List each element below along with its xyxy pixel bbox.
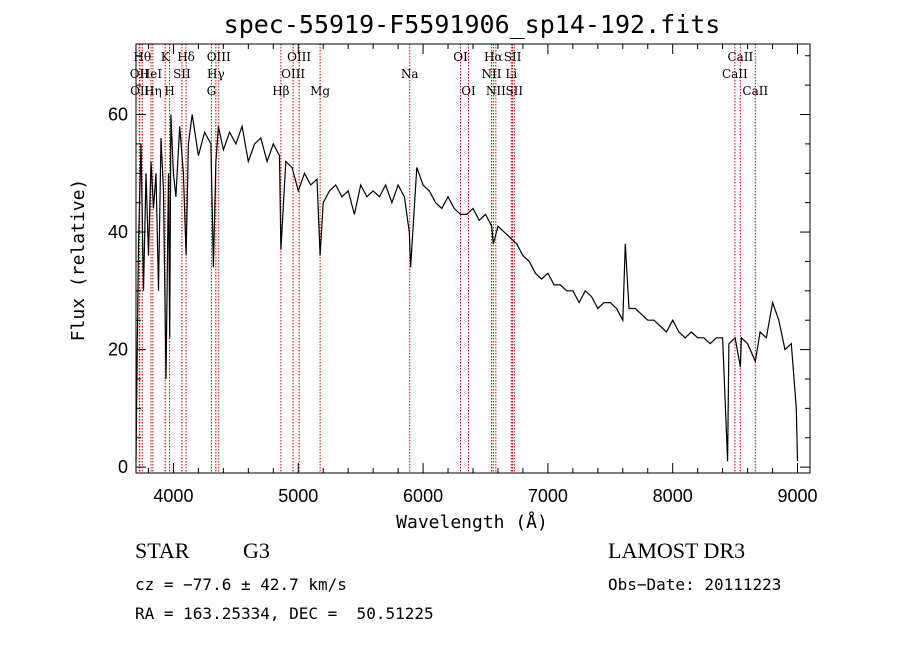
spectral-line-markers xyxy=(138,44,756,473)
y-tick-label-1: 20 xyxy=(108,340,128,360)
object-subclass: G3 xyxy=(243,538,270,563)
object-class: STAR xyxy=(135,538,190,563)
x-tick-label-1: 5000 xyxy=(278,486,318,506)
line-label-25: CaII xyxy=(727,50,753,64)
x-axis-label: Wavelength (Å) xyxy=(396,511,548,533)
line-label-0: OII xyxy=(130,67,150,81)
line-label-23: Li xyxy=(505,67,517,81)
survey-name: LAMOST DR3 xyxy=(608,538,746,563)
line-label-11: G xyxy=(207,84,217,98)
line-label-19: Hα xyxy=(484,50,503,64)
line-label-24: SII xyxy=(505,84,523,98)
line-label-18: OI xyxy=(461,84,476,98)
spectrum-line xyxy=(135,114,799,462)
coordinates: RA = 163.25334, DEC = 50.51225 xyxy=(135,604,434,623)
line-label-15: Mg xyxy=(310,84,330,98)
line-label-12: Hβ xyxy=(272,84,289,98)
plot-frame xyxy=(135,43,811,474)
line-label-10: Hγ xyxy=(207,67,225,81)
line-label-27: CaII xyxy=(742,84,768,98)
line-label-9: OIII xyxy=(207,50,231,64)
y-tick-label-0: 0 xyxy=(118,457,128,477)
redshift-velocity: cz = −77.6 ± 42.7 km/s xyxy=(135,575,347,594)
line-label-7: H xyxy=(164,84,174,98)
y-axis-label: Flux (relative) xyxy=(68,179,89,342)
line-label-20: NII xyxy=(481,67,501,81)
line-label-1: OII xyxy=(130,84,150,98)
line-label-4: Hη xyxy=(144,84,162,98)
y-tick-label-3: 60 xyxy=(108,105,128,125)
line-label-8: Hδ xyxy=(177,50,195,64)
chart-title: spec-55919-F5591906_sp14-192.fits xyxy=(224,10,721,39)
line-label-17: OI xyxy=(453,50,468,64)
observation-date: Obs−Date: 20111223 xyxy=(608,575,782,594)
line-label-13: OIII xyxy=(287,50,311,64)
axis-ticks: 4000 5000 6000 7000 8000 9000 0 20 40 60 xyxy=(108,44,818,506)
line-label-22: SII xyxy=(504,50,522,64)
line-label-5: K xyxy=(161,50,171,64)
x-tick-label-3: 7000 xyxy=(528,486,568,506)
x-tick-label-5: 9000 xyxy=(777,486,817,506)
line-label-6: SII xyxy=(173,67,191,81)
line-label-16: Na xyxy=(401,67,419,81)
line-label-14: OIII xyxy=(281,67,305,81)
x-tick-label-0: 4000 xyxy=(153,486,193,506)
x-tick-label-4: 8000 xyxy=(653,486,693,506)
line-label-26: CaII xyxy=(722,67,748,81)
line-label-3: HeI xyxy=(140,67,163,81)
line-label-21: NII xyxy=(486,84,506,98)
x-tick-label-2: 6000 xyxy=(403,486,443,506)
y-tick-label-2: 40 xyxy=(108,222,128,242)
line-label-2: Hθ xyxy=(133,50,151,64)
